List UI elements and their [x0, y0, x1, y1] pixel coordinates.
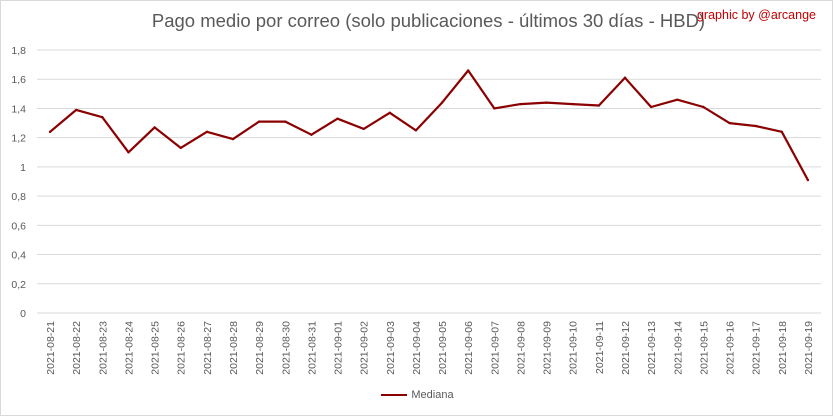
- data-point: [75, 108, 78, 112]
- gridlines: [37, 49, 821, 314]
- x-tick-label: 2021-08-29: [254, 321, 266, 375]
- data-point: [467, 69, 470, 72]
- x-tick-label: 2021-09-19: [803, 321, 815, 375]
- data-point: [571, 102, 574, 106]
- data-point: [362, 127, 365, 131]
- legend-swatch-mediana: [381, 394, 408, 396]
- data-point: [127, 151, 130, 154]
- x-tick-label: 2021-09-03: [385, 321, 397, 375]
- x-tick-label: 2021-09-11: [594, 321, 606, 374]
- data-point: [153, 126, 156, 129]
- x-tick-label: 2021-09-12: [620, 321, 632, 375]
- x-tick-label: 2021-09-01: [333, 321, 345, 375]
- y-tick-label: 1: [20, 162, 26, 174]
- y-tick-label: 1,4: [11, 103, 26, 115]
- x-tick-label: 2021-09-13: [646, 321, 658, 375]
- chart-title: Pago medio por correo (solo publicacione…: [151, 10, 706, 31]
- y-tick-label: 1,8: [11, 45, 26, 57]
- data-point: [676, 98, 679, 101]
- x-tick-label: 2021-08-30: [280, 321, 292, 375]
- x-tick-label: 2021-09-06: [463, 321, 475, 375]
- x-tick-label: 2021-09-08: [515, 321, 527, 375]
- x-tick-label: 2021-08-28: [228, 321, 240, 375]
- data-point: [48, 130, 52, 134]
- x-tick-label: 2021-09-09: [542, 321, 554, 375]
- y-tick-label: 0,2: [11, 279, 26, 291]
- x-tick-label: 2021-09-17: [751, 321, 763, 375]
- data-point: [597, 104, 601, 107]
- credit-label: graphic by @arcange: [696, 8, 816, 22]
- x-tick-label: 2021-08-26: [176, 321, 188, 375]
- x-tick-label: 2021-09-05: [437, 321, 449, 375]
- data-point: [649, 105, 653, 109]
- legend-label-mediana: Mediana: [411, 389, 454, 401]
- x-tick-label: 2021-09-07: [489, 321, 501, 375]
- data-point: [806, 178, 810, 182]
- x-tick-label: 2021-09-14: [672, 321, 684, 375]
- x-tick-label: 2021-09-04: [411, 321, 423, 375]
- y-axis-ticks: 0 0,2 0,4 0,6 0,8 1 1,2 1,4 1,6 1,8: [11, 45, 26, 320]
- data-point: [310, 133, 313, 136]
- data-point: [284, 120, 287, 123]
- data-point: [205, 130, 209, 134]
- x-tick-label: 2021-09-16: [725, 321, 737, 375]
- y-tick-label: 1,6: [11, 74, 26, 86]
- y-tick-label: 1,2: [11, 133, 26, 145]
- legend: Mediana: [1, 389, 833, 401]
- x-tick-label: 2021-08-23: [97, 321, 109, 375]
- x-tick-label: 2021-09-18: [777, 321, 789, 375]
- y-tick-label: 0,8: [11, 191, 26, 203]
- y-tick-label: 0,6: [11, 220, 26, 232]
- x-tick-label: 2021-08-24: [123, 321, 135, 375]
- data-point: [623, 76, 627, 79]
- series-layer: [48, 69, 810, 182]
- x-axis-ticks: 2021-08-21 2021-08-22 2021-08-23 2021-08-24…: [45, 321, 815, 375]
- x-tick-label: 2021-09-15: [698, 321, 710, 375]
- data-point: [728, 121, 731, 125]
- data-point: [780, 130, 783, 134]
- x-tick-label: 2021-08-21: [45, 321, 57, 375]
- data-point: [702, 105, 705, 109]
- data-point: [754, 124, 757, 128]
- y-tick-label: 0,4: [11, 250, 26, 262]
- x-tick-label: 2021-09-02: [359, 321, 371, 375]
- y-tick-label: 0: [20, 308, 26, 320]
- data-point: [388, 111, 391, 115]
- x-tick-label: 2021-08-31: [306, 321, 318, 375]
- data-point: [257, 120, 261, 123]
- data-point: [493, 107, 496, 110]
- data-point: [231, 137, 235, 141]
- data-point: [179, 146, 182, 150]
- data-point: [336, 117, 339, 120]
- data-point: [440, 101, 444, 104]
- x-tick-label: 2021-09-10: [568, 321, 580, 375]
- data-point: [414, 129, 418, 132]
- series-line-mediana: [48, 69, 810, 182]
- data-point: [101, 116, 104, 119]
- data-point: [545, 101, 548, 104]
- x-tick-label: 2021-08-27: [202, 321, 214, 375]
- data-point: [519, 102, 522, 106]
- x-tick-label: 2021-08-25: [150, 321, 162, 375]
- x-tick-label: 2021-08-22: [71, 321, 83, 375]
